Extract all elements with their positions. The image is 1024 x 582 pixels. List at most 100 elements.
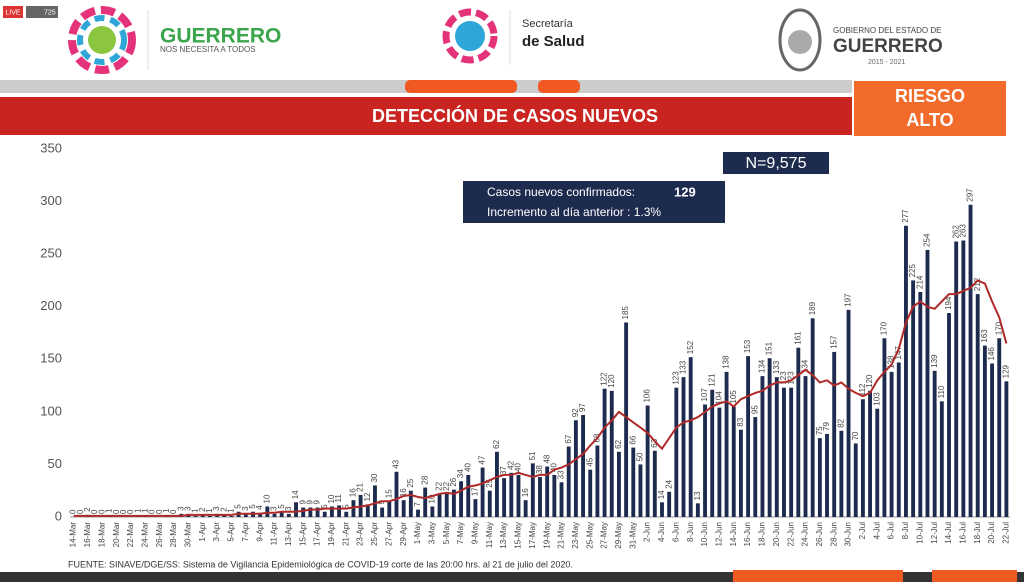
data-label: 0	[97, 509, 106, 514]
data-label: 1	[191, 508, 200, 513]
x-tick-label: 30-Mar	[184, 522, 193, 548]
bar	[724, 371, 729, 517]
bar	[954, 241, 959, 518]
data-label: 9	[313, 500, 322, 505]
x-tick-label: 28-Mar	[169, 522, 178, 548]
bar	[222, 514, 227, 517]
bar	[408, 490, 413, 517]
x-tick-label: 18-Jul	[973, 522, 982, 544]
data-label: 133	[679, 360, 688, 374]
data-label: 82	[836, 418, 845, 427]
bar	[265, 506, 270, 517]
x-tick-label: 11-May	[485, 522, 494, 548]
data-label: 225	[908, 264, 917, 278]
bottom-orange	[932, 570, 1017, 582]
y-tick-label: 0	[55, 508, 62, 523]
x-tick-label: 24-Mar	[140, 522, 149, 548]
data-label: 66	[628, 435, 637, 444]
x-tick-label: 24-Jun	[801, 522, 810, 546]
bar	[430, 506, 435, 517]
bar	[738, 429, 743, 517]
x-tick-label: 31-May	[628, 522, 637, 549]
bar	[566, 446, 571, 517]
x-tick-label: 12-Jun	[714, 522, 723, 546]
x-tick-label: 1-Apr	[198, 522, 207, 542]
data-label: 3	[176, 506, 185, 511]
data-label: 122	[600, 372, 609, 386]
x-tick-label: 17-May	[528, 522, 537, 549]
x-tick-label: 8-Jul	[901, 522, 910, 540]
data-label: 40	[549, 462, 558, 471]
bar	[495, 451, 499, 517]
brand: GUERRERO	[160, 25, 281, 48]
x-tick-label: 13-May	[499, 522, 508, 549]
secretaria: Secretaría	[522, 18, 574, 30]
bar	[710, 389, 715, 517]
x-tick-label: 9-Apr	[255, 522, 264, 542]
x-tick-label: 6-Jun	[671, 522, 680, 542]
footer: FUENTE: SINAVE/DGE/SS: Sistema de Vigila…	[68, 559, 573, 569]
confirmed-label: Casos nuevos confirmados:	[487, 185, 635, 199]
data-label: 33	[557, 470, 566, 479]
bar	[351, 500, 356, 517]
x-tick-label: 3-May	[427, 522, 436, 544]
coat-of-arms	[778, 8, 822, 72]
bar	[1004, 381, 1009, 517]
x-tick-label: 7-May	[456, 522, 465, 544]
x-tick-label: 17-Apr	[313, 522, 322, 546]
data-label: 152	[686, 340, 695, 354]
data-label: 197	[844, 293, 853, 307]
bar	[918, 291, 923, 517]
x-tick-label: 30-Jun	[844, 522, 853, 546]
data-label: 14	[657, 490, 666, 499]
data-label: 5	[234, 504, 243, 509]
x-tick-label: 26-Mar	[155, 522, 164, 548]
data-label: 1	[162, 508, 171, 513]
bar	[975, 294, 980, 517]
bar	[487, 490, 492, 517]
data-label: 134	[801, 359, 810, 373]
bar	[760, 376, 765, 517]
bar	[229, 515, 234, 517]
title-banner	[0, 97, 860, 135]
bar	[825, 433, 829, 517]
risk: ALTO	[906, 110, 953, 130]
x-tick-label: 18-Jun	[758, 522, 767, 546]
data-label: 16	[349, 488, 358, 497]
y-tick-label: 200	[40, 298, 62, 313]
viewers-badge	[26, 6, 58, 18]
x-tick-label: 25-May	[585, 522, 594, 549]
x-tick-label: 20-Jul	[987, 522, 996, 544]
data-label: 170	[994, 321, 1003, 335]
data-label: 0	[169, 509, 178, 514]
data-label: 70	[851, 431, 860, 440]
total-box	[723, 152, 829, 174]
x-tick-label: 9-May	[471, 522, 480, 544]
bottom-orange	[733, 570, 903, 582]
bar	[401, 500, 406, 517]
x-tick-label: 22-Jul	[1002, 522, 1011, 544]
data-label: 43	[392, 459, 401, 468]
bar	[193, 515, 198, 517]
x-tick-label: 12-Jul	[930, 522, 939, 544]
bar	[660, 502, 664, 517]
data-label: 62	[614, 439, 623, 448]
bar	[810, 318, 815, 517]
data-label: 0	[112, 509, 121, 514]
data-label: 2	[198, 507, 207, 512]
bar	[322, 511, 327, 517]
data-label: 10	[427, 494, 436, 503]
bar	[301, 507, 306, 517]
bar	[207, 515, 212, 517]
bar	[889, 371, 894, 517]
gobierno: GOBIERNO DEL ESTADO DE	[833, 26, 941, 35]
bar	[624, 322, 629, 517]
data-label: 38	[535, 465, 544, 474]
bar	[767, 358, 772, 517]
data-label: 151	[765, 341, 774, 355]
data-label: 104	[714, 391, 723, 405]
bar	[911, 280, 916, 517]
data-label: 1	[133, 508, 142, 513]
bar	[990, 363, 994, 517]
